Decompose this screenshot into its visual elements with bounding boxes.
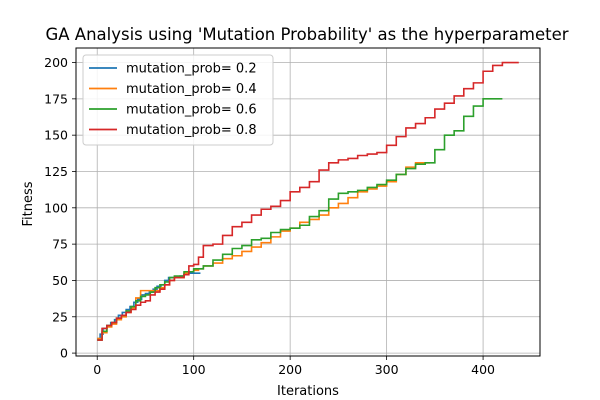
y-tick-label: 175 <box>44 91 68 106</box>
legend-label: mutation_prob= 0.8 <box>126 123 257 138</box>
legend: mutation_prob= 0.2 mutation_prob= 0.4 muta… <box>82 54 274 146</box>
legend-label: mutation_prob= 0.6 <box>126 103 257 118</box>
axis-ticks: 0 100 200 300 400 0 25 50 75 100 125 150 175 200 <box>44 55 495 377</box>
y-tick-label: 75 <box>52 237 68 252</box>
y-tick-label: 125 <box>44 164 68 179</box>
y-tick-label: 50 <box>52 273 68 288</box>
y-tick-label: 200 <box>44 55 68 70</box>
plot-area-frame <box>75 47 541 357</box>
x-tick-label: 400 <box>471 362 495 377</box>
y-axis-label: Fitness <box>21 181 36 226</box>
series-lines <box>97 61 519 341</box>
y-tick-label: 0 <box>60 346 68 361</box>
series-line-3 <box>97 98 503 341</box>
y-tick-label: 25 <box>52 309 68 324</box>
x-tick-label: 200 <box>278 362 302 377</box>
legend-label: mutation_prob= 0.4 <box>126 82 257 97</box>
x-tick-label: 100 <box>182 362 206 377</box>
legend-label: mutation_prob= 0.2 <box>126 62 257 77</box>
x-axis-label: Iterations <box>277 384 339 399</box>
chart-title: GA Analysis using 'Mutation Probability'… <box>45 25 568 44</box>
series-line-4 <box>97 61 519 341</box>
y-tick-label: 100 <box>44 200 68 215</box>
x-tick-label: 300 <box>375 362 399 377</box>
grid <box>76 48 540 356</box>
x-tick-label: 0 <box>93 362 101 377</box>
y-tick-label: 150 <box>44 128 68 143</box>
legend-box <box>82 54 274 146</box>
